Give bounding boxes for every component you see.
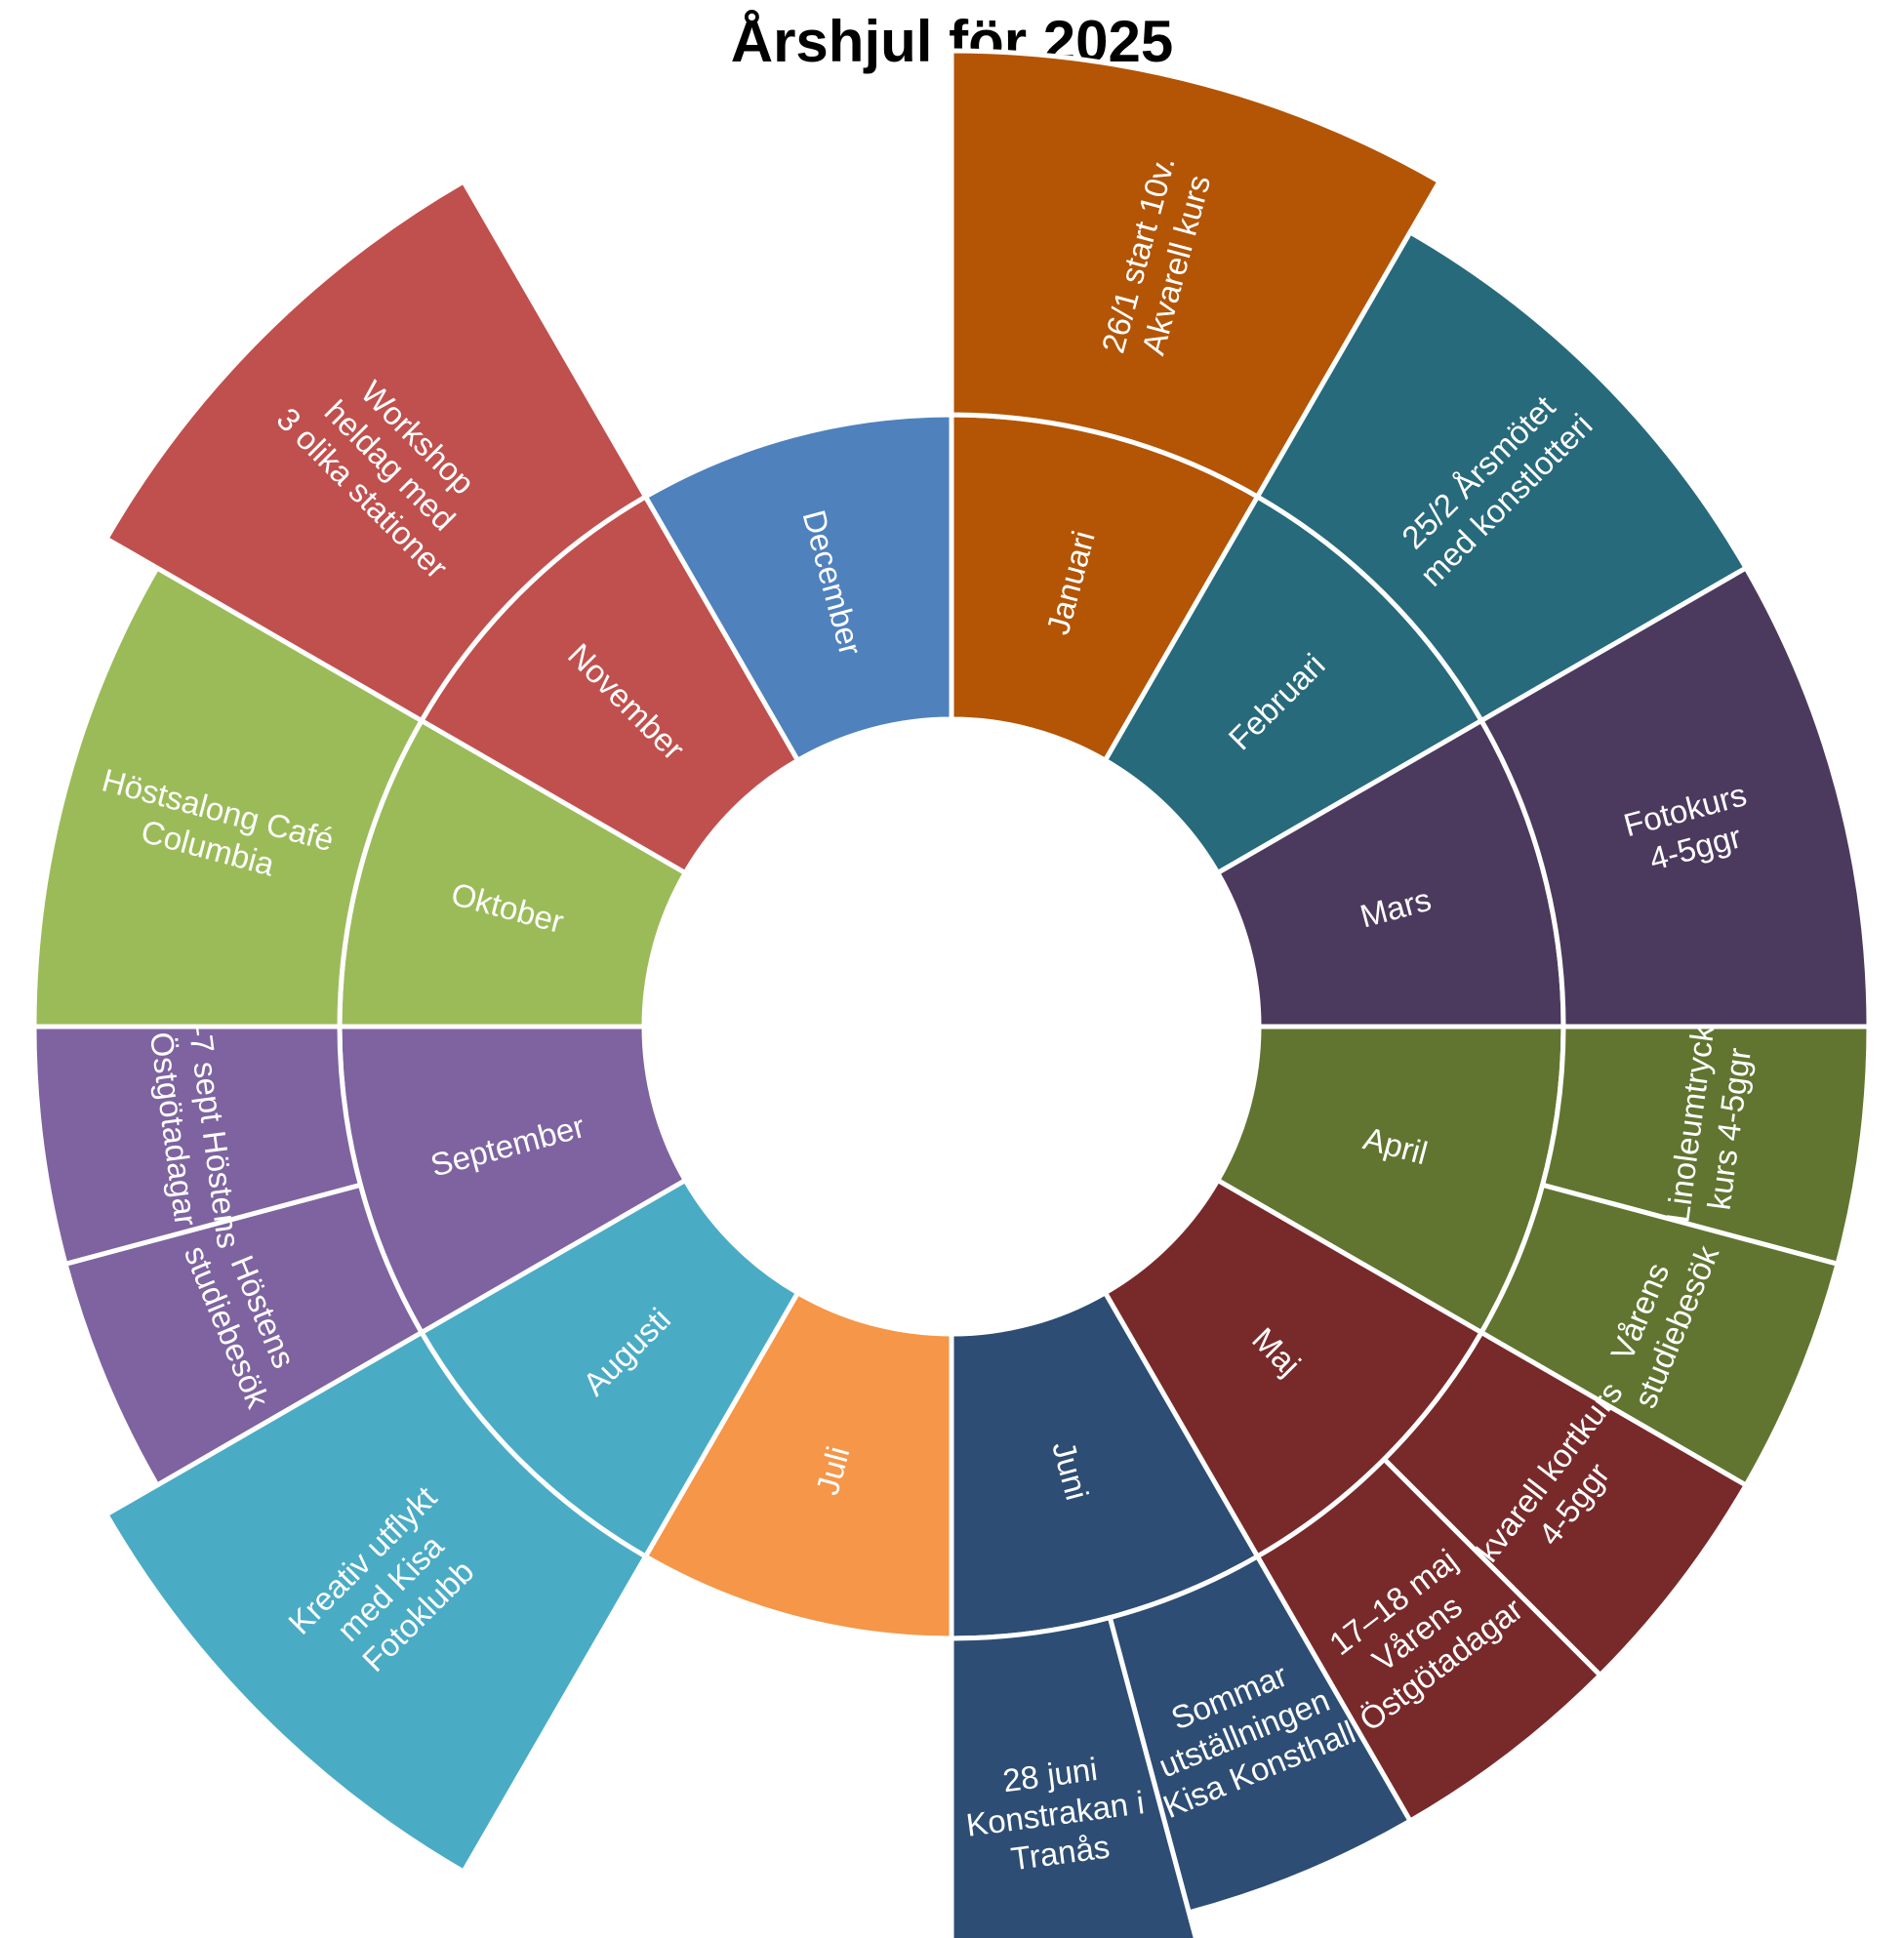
event-segment-januari-1	[949, 48, 1443, 501]
event-segment-augusti-1	[102, 1329, 649, 1876]
segment-december	[642, 412, 954, 764]
event-segment-juni-2	[949, 1614, 1198, 1938]
event-segment-november-1	[102, 178, 649, 724]
